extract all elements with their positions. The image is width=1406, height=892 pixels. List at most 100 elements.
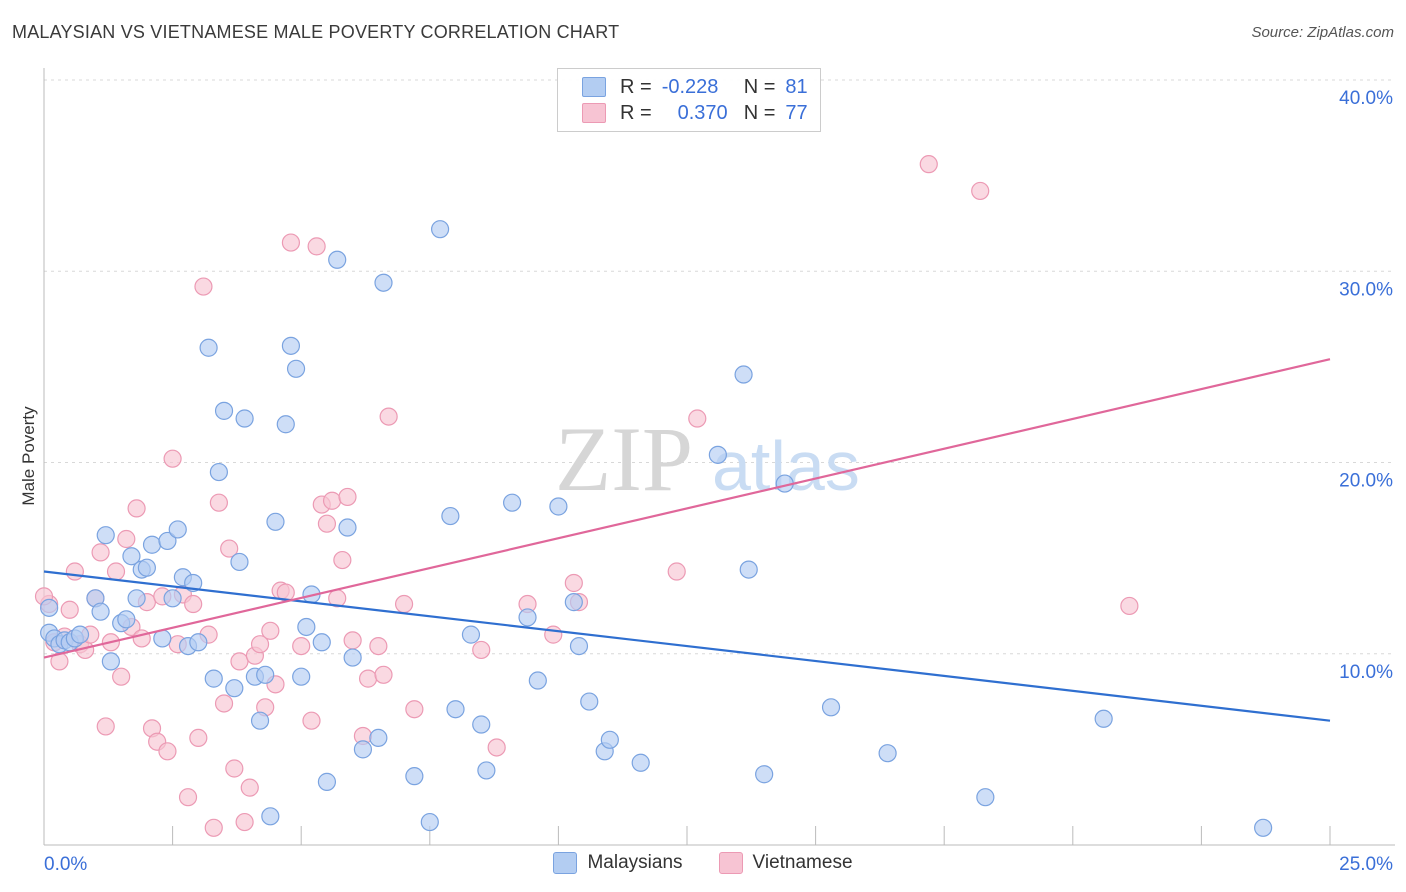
vietnamese-point bbox=[261, 621, 280, 640]
malaysian-point bbox=[163, 589, 182, 608]
vietnamese-point bbox=[333, 550, 352, 570]
malaysian-point bbox=[461, 625, 481, 644]
malaysian-point bbox=[142, 535, 162, 554]
malaysian-point bbox=[528, 671, 547, 690]
vietnamese-point bbox=[302, 711, 321, 730]
vietnamese-point bbox=[225, 759, 244, 778]
malaysian-point bbox=[91, 602, 110, 621]
vietnamese-point bbox=[292, 636, 311, 656]
y-tick-label: 30.0% bbox=[1339, 279, 1393, 300]
y-tick-label: 10.0% bbox=[1339, 662, 1393, 683]
watermark-zip: ZIP bbox=[555, 408, 693, 510]
malaysian-point bbox=[472, 715, 491, 734]
malaysian-point bbox=[420, 812, 439, 832]
malaysian-point bbox=[158, 531, 177, 551]
malaysian-point bbox=[338, 518, 357, 537]
trend-lines bbox=[43, 358, 1331, 722]
malaysian-point bbox=[286, 359, 306, 378]
vietnamese-point bbox=[240, 778, 259, 797]
malaysian-point bbox=[250, 711, 270, 730]
malaysian-point bbox=[369, 728, 388, 748]
legend-row-vietnamese: R = 0.370 N = 77 bbox=[582, 100, 808, 126]
vietnamese-point bbox=[919, 155, 938, 174]
vietnamese-point bbox=[472, 640, 491, 660]
malaysian-point bbox=[189, 633, 208, 652]
legend-item-malaysians[interactable]: Malaysians bbox=[553, 852, 683, 874]
malaysian-point bbox=[569, 636, 589, 656]
vietnamese-point bbox=[65, 562, 84, 581]
axes bbox=[43, 68, 1395, 846]
vietnamese-point bbox=[106, 562, 126, 581]
y-axis-label: Male Poverty bbox=[19, 406, 38, 506]
malaysian-point bbox=[137, 558, 156, 577]
malaysian-point bbox=[708, 445, 727, 464]
malaysian-point bbox=[878, 744, 897, 763]
malaysian-point bbox=[312, 633, 331, 652]
malaysian-point bbox=[821, 698, 841, 717]
malaysian-point bbox=[199, 338, 218, 357]
vietnamese-point bbox=[405, 700, 424, 719]
vietnamese-point bbox=[194, 277, 213, 296]
malaysian-point bbox=[235, 409, 254, 428]
legend-n-value: 81 bbox=[785, 75, 808, 98]
y-tick-label: 20.0% bbox=[1339, 471, 1393, 492]
malaysian-point bbox=[225, 679, 244, 698]
malaysian-point bbox=[127, 589, 146, 608]
malaysian-point bbox=[256, 665, 275, 684]
vietnamese-point bbox=[250, 635, 270, 654]
vietnamese-point bbox=[343, 631, 362, 650]
malaysian-point bbox=[292, 667, 311, 686]
malaysian-point bbox=[441, 506, 460, 526]
vietnamese-point bbox=[369, 636, 388, 656]
vietnamese-point bbox=[564, 573, 583, 593]
legend-label-malaysians: Malaysians bbox=[587, 852, 683, 873]
legend-r-value: 0.370 bbox=[677, 101, 728, 124]
malaysian-point bbox=[122, 547, 141, 566]
gridlines bbox=[44, 79, 1395, 655]
malaysian-point bbox=[353, 740, 373, 759]
vietnamese-point bbox=[338, 487, 357, 507]
malaysian-point bbox=[374, 273, 393, 292]
malaysian-point bbox=[101, 652, 120, 671]
vietnamese-point bbox=[1120, 596, 1139, 616]
legend-swatch-blue bbox=[582, 77, 606, 97]
vietnamese-point bbox=[281, 233, 301, 252]
legend-swatch-pink bbox=[582, 103, 606, 123]
malaysian-point bbox=[518, 608, 537, 627]
vietnamese-point bbox=[178, 788, 198, 807]
vietnamese-point bbox=[214, 694, 234, 713]
legend-swatch-pink bbox=[718, 852, 743, 874]
malaysian-point bbox=[600, 730, 619, 749]
malaysian-point bbox=[739, 560, 758, 579]
vietnamese-point bbox=[158, 742, 177, 761]
vietnamese-point bbox=[394, 594, 414, 614]
vietnamese-point bbox=[220, 539, 239, 558]
malaysian-point bbox=[317, 772, 337, 791]
vietnamese-point bbox=[971, 181, 990, 201]
malaysian-point bbox=[281, 336, 301, 355]
vietnamese-point bbox=[544, 625, 563, 644]
legend-r-label: R = bbox=[620, 75, 652, 98]
malaysian-point bbox=[209, 462, 228, 482]
legend-n-value: 77 bbox=[785, 101, 808, 124]
malaysian-point bbox=[276, 415, 295, 434]
malaysian-point bbox=[564, 593, 583, 612]
malaysian-point bbox=[1254, 818, 1273, 837]
malaysian-point bbox=[266, 512, 285, 531]
malaysian-point bbox=[117, 610, 136, 629]
chart-title: MALAYSIAN VS VIETNAMESE MALE POVERTY COR… bbox=[12, 22, 620, 42]
legend-r-label: R = bbox=[620, 101, 652, 124]
malaysian-point bbox=[446, 700, 465, 719]
vietnamese-point bbox=[688, 409, 707, 428]
source-label: Source: ZipAtlas.com bbox=[1251, 24, 1394, 41]
vietnamese-point bbox=[204, 818, 223, 837]
correlation-legend: R = -0.228 N = 81 R = 0.370 N = 77 bbox=[557, 68, 821, 132]
legend-item-vietnamese[interactable]: Vietnamese bbox=[718, 852, 853, 874]
malaysian-point bbox=[477, 761, 496, 780]
legend-r-value: -0.228 bbox=[661, 75, 719, 98]
vietnamese-point bbox=[358, 669, 378, 688]
vietnamese-point bbox=[667, 562, 686, 581]
series-legend: Malaysians Vietnamese bbox=[0, 852, 1406, 874]
malaysian-point bbox=[976, 788, 995, 807]
